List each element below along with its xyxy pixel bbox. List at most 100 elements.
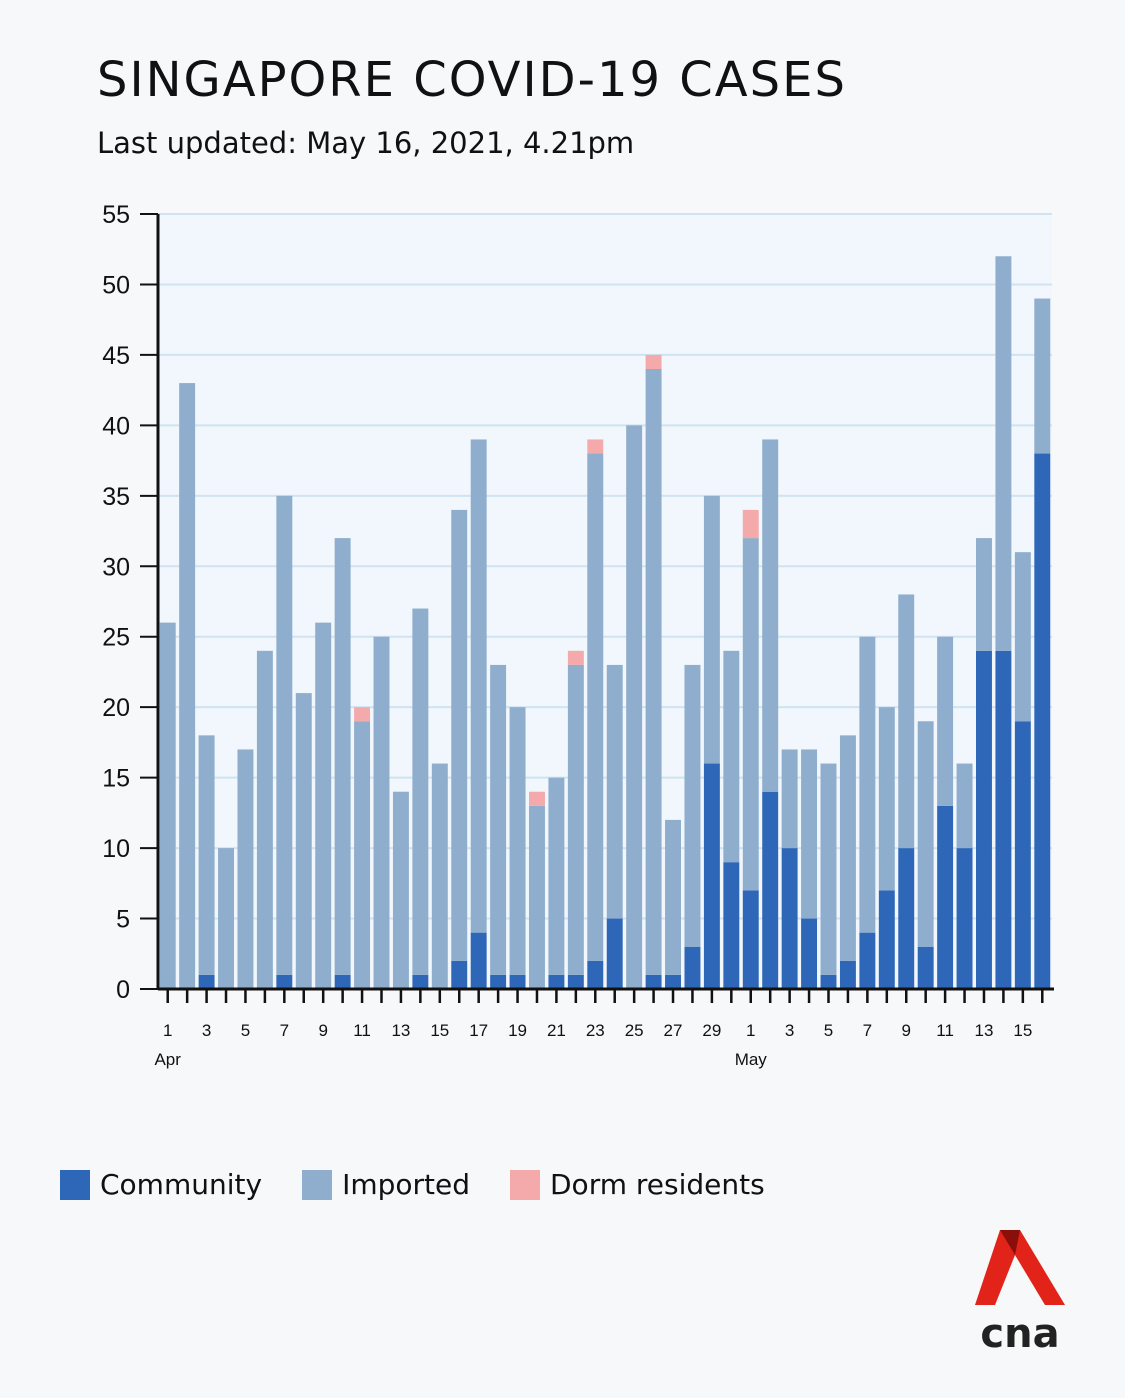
imported-bar (742, 538, 759, 891)
community-bar (781, 848, 798, 989)
imported-bar (703, 495, 720, 764)
x-tick-label: 5 (824, 1021, 833, 1040)
chart-title: SINGAPORE COVID-19 CASES (97, 52, 847, 108)
x-tick-label: 5 (241, 1021, 250, 1040)
dorm-swatch (510, 1169, 540, 1200)
imported-bar (645, 369, 662, 975)
legend-dorm: Dorm residents (510, 1168, 765, 1201)
community-bar (917, 946, 934, 989)
logo-shade-icon (1000, 1230, 1020, 1255)
community-bar (820, 974, 837, 989)
x-tick-label: 15 (1013, 1021, 1032, 1040)
y-tick-label: 20 (102, 694, 130, 722)
community-bar (839, 960, 856, 989)
legend-community-label: Community (100, 1168, 263, 1201)
imported-bar (295, 693, 312, 989)
imported-swatch (302, 1169, 333, 1200)
y-tick-label: 30 (102, 553, 130, 581)
community-swatch (60, 1169, 90, 1200)
x-tick-label: 11 (936, 1021, 954, 1040)
community-bar (723, 862, 740, 989)
imported-bar (315, 622, 332, 989)
x-tick-label: 13 (391, 1021, 410, 1040)
imported-bar (179, 383, 196, 989)
dorm-residents-bar (529, 791, 545, 806)
community-bar (703, 763, 720, 989)
imported-bar (198, 735, 215, 975)
x-tick-label: 11 (353, 1021, 371, 1040)
imported-bar (373, 636, 390, 989)
y-tick-label: 40 (102, 412, 130, 440)
imported-bar (567, 664, 584, 975)
imported-bar (878, 707, 895, 891)
community-bar (878, 890, 895, 989)
imported-bar (995, 256, 1012, 651)
imported-bar (839, 735, 856, 961)
imported-bar (218, 848, 234, 989)
imported-bar (665, 819, 681, 975)
legend-dorm-label: Dorm residents (550, 1168, 765, 1201)
imported-bar (470, 439, 487, 933)
imported-bar (548, 777, 565, 975)
imported-bar (276, 495, 293, 975)
imported-bar (159, 622, 176, 989)
dorm-residents-bar (354, 707, 371, 722)
y-tick-label: 10 (102, 835, 130, 863)
imported-bar (237, 749, 254, 989)
imported-bar (354, 721, 371, 989)
x-tick-label: 7 (280, 1021, 289, 1040)
community-bar (762, 791, 779, 989)
legend-imported: Imported (302, 1168, 470, 1201)
imported-bar (976, 538, 992, 651)
last-updated: Last updated: May 16, 2021, 4.21pm (97, 126, 635, 160)
x-tick-label: 29 (702, 1021, 721, 1040)
logo-text: cna (980, 1311, 1059, 1355)
community-bar (412, 974, 429, 989)
x-tick-label: 19 (508, 1021, 527, 1040)
imported-bar (606, 664, 623, 919)
y-tick-label: 0 (116, 976, 130, 1004)
x-tick-label: 23 (586, 1021, 605, 1040)
x-tick-label: 21 (547, 1021, 566, 1040)
x-tick-label: 9 (318, 1021, 327, 1040)
dorm-residents-bar (567, 650, 584, 665)
community-bar (587, 960, 604, 989)
community-bar (859, 932, 876, 989)
community-bar (995, 650, 1012, 989)
imported-bar (956, 763, 973, 849)
y-tick-label: 35 (102, 483, 130, 511)
legend-imported-label: Imported (342, 1168, 470, 1201)
x-tick-label: 1 (746, 1021, 755, 1040)
imported-bar (762, 439, 779, 792)
community-bar (645, 974, 662, 989)
imported-bar (781, 749, 798, 849)
imported-bar (820, 763, 837, 975)
community-bar (976, 650, 992, 989)
imported-bar (898, 594, 915, 849)
imported-bar (917, 721, 934, 947)
imported-bar (684, 664, 701, 947)
community-bar (548, 974, 565, 989)
imported-bar (1034, 298, 1051, 454)
community-bar (684, 946, 701, 989)
imported-bar (334, 538, 351, 975)
community-bar (334, 974, 351, 989)
y-tick-label: 5 (116, 906, 130, 934)
community-bar (956, 848, 973, 989)
community-bar (606, 918, 623, 989)
legend-community: Community (60, 1168, 262, 1201)
community-bar (276, 974, 293, 989)
x-tick-label: 17 (469, 1021, 488, 1040)
y-tick-label: 15 (102, 765, 130, 793)
bars (159, 256, 1051, 990)
dorm-residents-bar (645, 354, 662, 369)
imported-bar (451, 509, 468, 961)
month-label: May (735, 1050, 768, 1069)
y-tick-label: 25 (102, 624, 130, 652)
imported-bar (412, 608, 429, 975)
logo-mark-icon (975, 1230, 1065, 1305)
community-bar (1014, 721, 1031, 989)
imported-bar (626, 425, 643, 989)
imported-bar (490, 664, 507, 975)
